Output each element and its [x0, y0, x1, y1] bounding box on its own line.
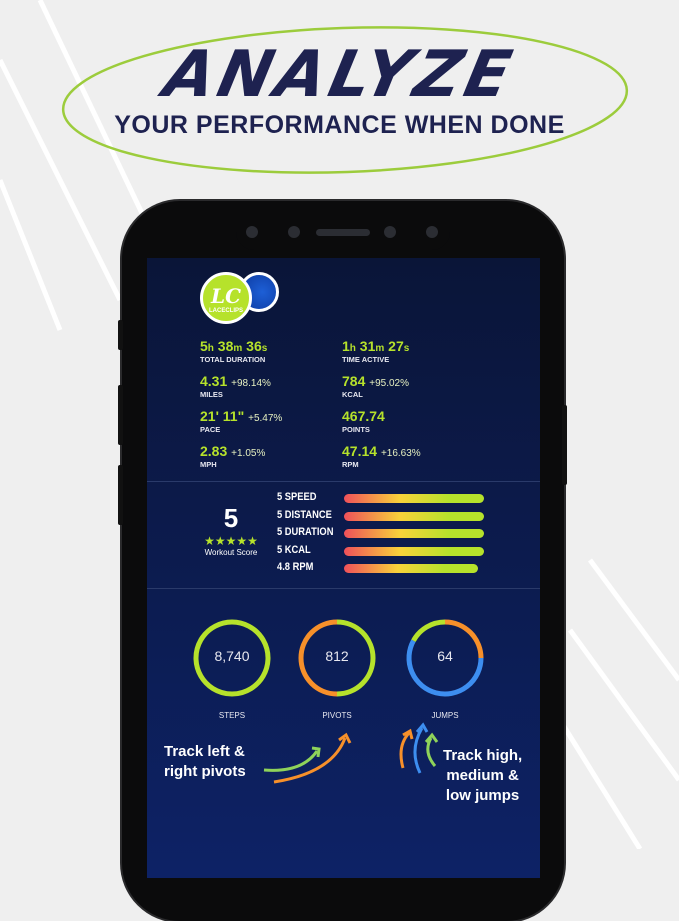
- app-screen: LC LACECLIPS 5h 38m 36s TOTAL DURATION 1h…: [147, 258, 540, 878]
- jumps-note: Track high, medium & low jumps: [443, 747, 523, 804]
- arrows: [263, 722, 439, 784]
- divider: [147, 588, 540, 589]
- highlight-ellipse: [61, 26, 629, 174]
- phone-button: [118, 385, 123, 445]
- phone-button: [562, 405, 567, 485]
- stat-total-duration: 5h 38m 36s TOTAL DURATION: [200, 338, 268, 364]
- score-category-label: 5 DURATION: [277, 526, 334, 538]
- stat-mph: 2.83 +1.05% MPH: [200, 443, 266, 469]
- score-bar: [344, 494, 484, 503]
- ring-segment: [411, 619, 446, 642]
- ring-value: 64: [437, 648, 453, 664]
- phone-button: [118, 465, 123, 525]
- ring-value: 8,740: [214, 648, 250, 664]
- ring-segment: [444, 619, 484, 659]
- phone-button: [118, 320, 123, 350]
- score-category-label: 5 KCAL: [277, 543, 311, 556]
- star-rating: ★★★★★: [204, 534, 258, 548]
- stat-points: 467.74 POINTS: [342, 408, 385, 434]
- ring-value: 812: [325, 648, 349, 664]
- ring-segment: [406, 639, 484, 697]
- stat-miles: 4.31 +98.14% MILES: [200, 373, 271, 399]
- phone-notch: [236, 214, 450, 250]
- arrow-medium-jump: [413, 727, 424, 774]
- divider: [147, 481, 540, 482]
- stat-pace: 21' 11" +5.47% PACE: [200, 408, 283, 434]
- stat-time-active: 1h 31m 27s TIME ACTIVE: [342, 338, 410, 364]
- subheadline: YOUR PERFORMANCE WHEN DONE: [114, 111, 565, 139]
- score-bar: [344, 564, 479, 573]
- score-category-label: 5 SPEED: [277, 491, 317, 503]
- score-category-label: 5 DISTANCE: [277, 508, 332, 521]
- score-bar: [344, 546, 484, 556]
- ring-segment: [336, 619, 376, 697]
- arrow-high-jump: [399, 731, 411, 769]
- score-bar: [344, 511, 484, 521]
- ring-label: PIVOTS: [322, 711, 352, 720]
- score-category-label: 4.8 RPM: [277, 561, 314, 573]
- headline: ANALYZE: [157, 38, 522, 112]
- ring-label: STEPS: [218, 711, 246, 720]
- background-decoration: [0, 0, 679, 849]
- ring-label: JUMPS: [431, 711, 459, 720]
- speaker: [316, 229, 370, 236]
- score-bar: [344, 529, 484, 538]
- sensor-icon: [288, 226, 300, 238]
- sensor-icon: [384, 226, 396, 238]
- ring-segment: [193, 619, 271, 697]
- workout-score: 5 ★★★★★ Workout Score: [193, 503, 269, 557]
- arrow-left-pivot: [263, 750, 319, 772]
- stat-kcal: 784 +95.02% KCAL: [342, 373, 410, 399]
- stat-rpm: 47.14 +16.63% RPM: [342, 443, 421, 469]
- arrow-low-jump: [426, 737, 437, 767]
- camera-icon: [426, 226, 438, 238]
- arrow-right-pivot: [273, 737, 347, 784]
- ring-segment: [298, 619, 338, 697]
- camera-icon: [246, 226, 258, 238]
- pivots-note: Track left & right pivots: [164, 743, 246, 780]
- laceclips-logo: LC LACECLIPS: [200, 272, 252, 324]
